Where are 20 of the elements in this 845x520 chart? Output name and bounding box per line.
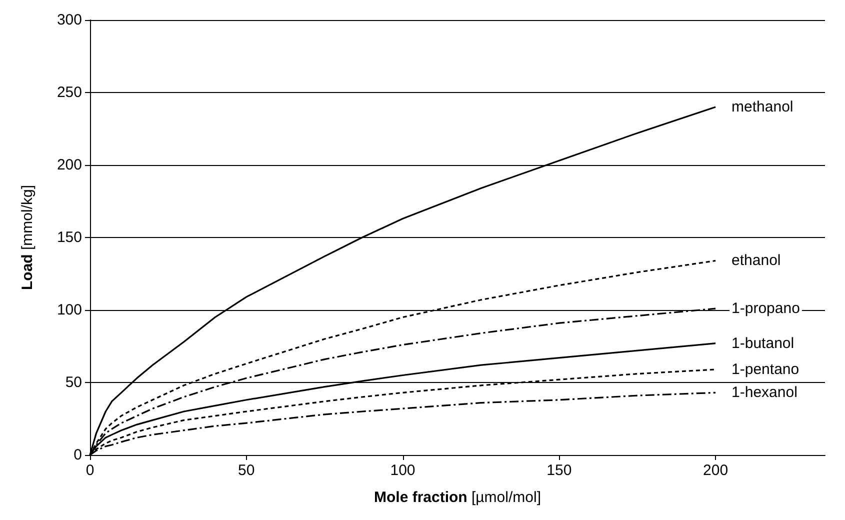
x-tick-label: 50	[238, 462, 255, 479]
y-tick-label: 300	[56, 12, 82, 28]
y-axis-title: Load [mmol/kg]	[19, 184, 36, 290]
x-axis-title: Mole fraction [µmol/mol]	[374, 489, 542, 506]
x-tick-label: 100	[390, 462, 416, 479]
x-tick-label: 150	[546, 462, 572, 479]
series-label: methanol	[732, 98, 794, 116]
y-tick-label: 0	[74, 446, 82, 464]
y-tick-label: 50	[65, 374, 82, 391]
y-tick-label: 250	[56, 84, 82, 101]
series-label: 1-hexanol	[732, 384, 798, 402]
x-tick-label: 0	[86, 462, 94, 479]
y-tick-label: 150	[56, 229, 82, 246]
x-tick-label: 200	[703, 462, 728, 479]
series-label: 1-butanol	[732, 334, 794, 352]
series-label: 1-propano	[732, 300, 800, 318]
y-tick-label: 200	[56, 156, 82, 174]
series-label: ethanol	[732, 252, 781, 270]
series-label: 1-pentano	[732, 360, 800, 378]
y-tick-label: 100	[56, 302, 82, 318]
